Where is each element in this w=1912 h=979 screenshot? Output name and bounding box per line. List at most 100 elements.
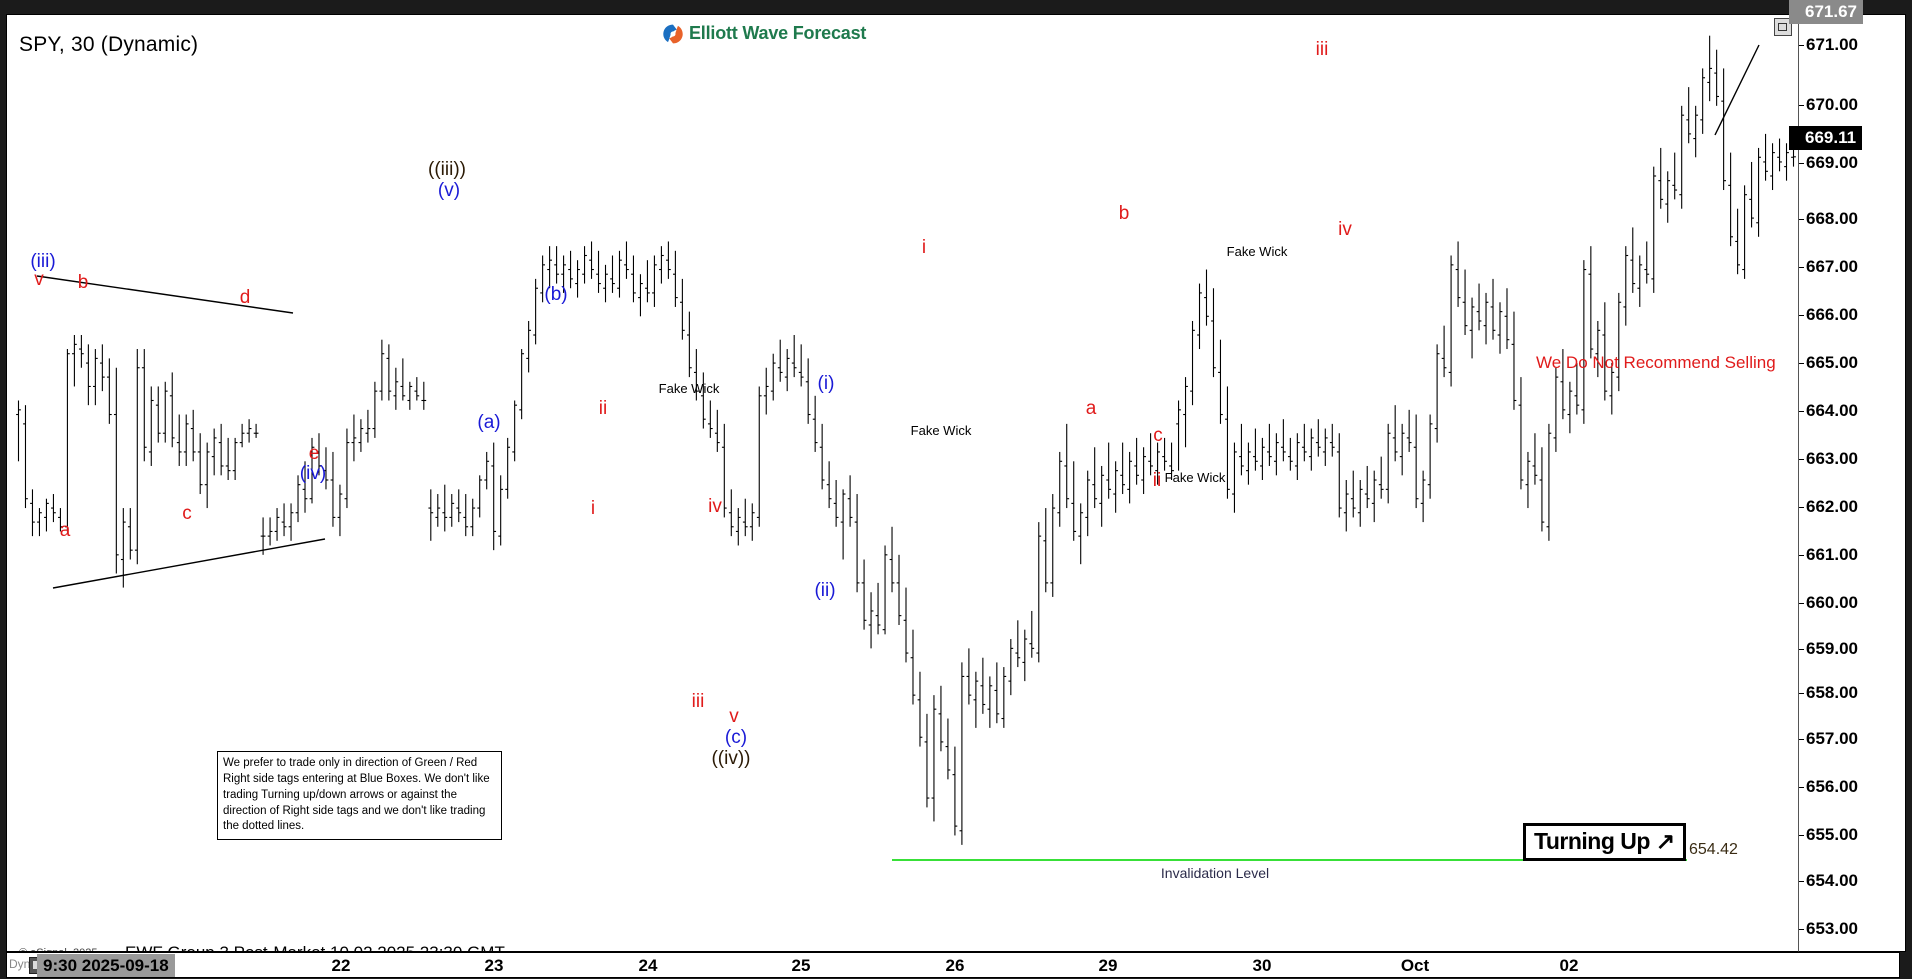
ohlc-bar: [1420, 470, 1426, 523]
fake-wick-label: Fake Wick: [1226, 244, 1288, 259]
tick-mark-icon: [1799, 739, 1804, 741]
ohlc-bar: [1658, 147, 1664, 209]
ohlc-bar: [16, 400, 21, 462]
ohlc-bar: [1085, 470, 1091, 537]
tick-mark-icon: [1799, 363, 1804, 365]
tick-mark-icon: [1799, 929, 1804, 931]
ohlc-bar: [728, 489, 734, 537]
ohlc-bar: [484, 451, 490, 490]
time-axis[interactable]: Dyn 9:30 2025-09-18 22 23 24 25 26 29 30 Oct 02: [6, 952, 1900, 978]
ohlc-bar: [232, 437, 238, 480]
fake-wick-label: Fake Wick: [658, 381, 720, 396]
ohlc-bar: [204, 442, 210, 509]
ohlc-bar: [267, 517, 273, 546]
ohlc-bar: [686, 311, 692, 378]
price-tick: 656.00: [1799, 777, 1858, 797]
expand-icon[interactable]: [1774, 18, 1792, 36]
price-tick: 668.00: [1799, 209, 1858, 229]
ohlc-bar: [1197, 283, 1202, 350]
ohlc-bar: [714, 409, 720, 452]
ohlc-bar: [819, 423, 825, 490]
price-tick: 653.00: [1799, 919, 1858, 939]
ohlc-bar: [498, 475, 504, 546]
ohlc-bar: [1532, 433, 1538, 485]
tick-mark-icon: [1799, 555, 1804, 557]
turning-up-badge[interactable]: Turning Up ↗: [1523, 823, 1686, 861]
ohlc-bar: [1071, 461, 1077, 541]
ohlc-bar: [994, 662, 1000, 724]
ohlc-bar: [1665, 171, 1671, 223]
ohlc-bar: [1770, 143, 1775, 191]
ohlc-bar: [1246, 442, 1251, 485]
ohlc-bar: [1301, 423, 1307, 462]
ohlc-bar: [924, 713, 930, 808]
ohlc-bar: [1218, 339, 1223, 424]
ohlc-bar: [1623, 246, 1629, 326]
ohlc-bar: [533, 278, 538, 345]
chart-plot-area[interactable]: SPY, 30 (Dynamic) Elliott Wave Forecast …: [6, 14, 1900, 952]
ohlc-bar: [477, 475, 483, 518]
ohlc-bar: [1462, 269, 1468, 336]
price-tick: 659.00: [1799, 639, 1858, 659]
ohlc-bar: [959, 662, 965, 845]
ohlc-bar: [197, 433, 203, 495]
price-tick-label: 659.00: [1806, 639, 1858, 658]
ohlc-bar: [519, 349, 525, 420]
ohlc-bar: [980, 657, 986, 714]
price-tick-label: 657.00: [1806, 729, 1858, 748]
ohlc-bar: [456, 489, 462, 523]
ohlc-bar: [854, 494, 860, 593]
ohlc-bar: [770, 353, 776, 401]
time-tick-label: 23: [484, 956, 504, 975]
time-cursor-badge: 9:30 2025-09-18: [37, 954, 175, 977]
ohlc-bar: [211, 428, 217, 476]
price-tick: 671.00: [1799, 35, 1858, 55]
price-axis[interactable]: 671.00 670.00 669.00 668.00 667.00 666.00 665.…: [1789, 0, 1906, 952]
ohlc-bar: [596, 250, 601, 293]
ohlc-bar: [65, 349, 70, 532]
ohlc-bar: [1777, 138, 1782, 172]
ohlc-bar: [253, 423, 259, 438]
tick-mark-icon: [1799, 693, 1804, 695]
ohlc-bar: [1735, 208, 1740, 275]
fake-wick-label: Fake Wick: [1164, 470, 1226, 485]
ohlc-bar: [721, 423, 727, 518]
ohlc-bar: [910, 629, 916, 705]
recommend-note: We Do Not Recommend Selling: [1536, 353, 1776, 372]
ohlc-bar: [1343, 480, 1349, 532]
ohlc-bar: [1525, 451, 1531, 509]
elliott-wave-swirl-icon: [663, 24, 683, 43]
ohlc-bar: [260, 517, 266, 555]
ohlc-bar: [749, 503, 755, 541]
brand-logo: Elliott Wave Forecast: [659, 21, 873, 47]
price-tick: 658.00: [1799, 683, 1858, 703]
ohlc-bar: [1015, 620, 1021, 668]
dynamic-label: Dyn: [9, 957, 31, 971]
price-tick-label: 658.00: [1806, 683, 1858, 702]
ohlc-bar: [1406, 409, 1412, 452]
ohlc-bar: [113, 367, 119, 574]
ohlc-bar: [1029, 610, 1035, 658]
price-tick-label: 662.00: [1806, 497, 1858, 516]
ohlc-bar: [1686, 87, 1692, 144]
ohlc-bar: [1728, 152, 1733, 247]
price-tick-label: 669.00: [1806, 153, 1858, 172]
ohlc-bar: [1141, 447, 1146, 495]
ohlc-bar: [134, 349, 140, 565]
ohlc-bar: [610, 255, 615, 293]
ohlc-bar: [176, 414, 182, 466]
ohlc-bar: [1511, 311, 1517, 410]
wave-label: (ii): [814, 580, 836, 601]
tick-mark-icon: [1799, 459, 1804, 461]
ohlc-bar: [1274, 433, 1279, 476]
ohlc-bar: [372, 381, 378, 438]
ohlc-bar: [1693, 105, 1699, 158]
report-title: EWF Group 3 Post-Market 10.02.2025 23:30…: [125, 943, 505, 951]
invalidation-level-value: 654.42: [1689, 841, 1738, 858]
ohlc-bar: [1588, 246, 1594, 359]
ohlc-bar: [840, 489, 846, 560]
ohlc-bar: [1413, 414, 1419, 509]
brand-text: Elliott Wave Forecast: [689, 23, 867, 43]
wave-label: a: [1085, 398, 1097, 419]
fake-wick-label: Fake Wick: [910, 423, 972, 438]
